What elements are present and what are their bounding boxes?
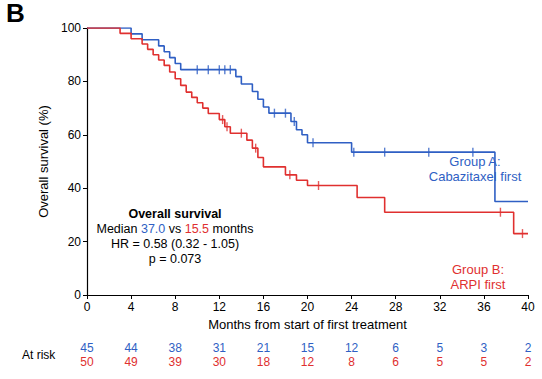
svg-text:Median: Median — [96, 222, 140, 236]
svg-text:2: 2 — [525, 341, 532, 355]
svg-text:40: 40 — [68, 181, 82, 195]
svg-text:30: 30 — [213, 355, 227, 369]
svg-text:Overall survival (%): Overall survival (%) — [36, 105, 51, 218]
svg-text:2: 2 — [525, 355, 532, 369]
svg-text:Group A:: Group A: — [449, 154, 500, 169]
svg-text:38: 38 — [169, 341, 183, 355]
svg-text:4: 4 — [128, 300, 135, 314]
svg-text:32: 32 — [433, 300, 447, 314]
svg-text:8: 8 — [172, 300, 179, 314]
svg-text:20: 20 — [68, 235, 82, 249]
svg-text:12: 12 — [345, 341, 359, 355]
svg-text:39: 39 — [169, 355, 183, 369]
svg-text:Months from start of first tre: Months from start of first treatment — [208, 317, 407, 332]
svg-text:p = 0.073: p = 0.073 — [149, 252, 202, 266]
svg-text:16: 16 — [257, 300, 271, 314]
svg-text:100: 100 — [61, 21, 81, 35]
svg-text:50: 50 — [80, 355, 94, 369]
svg-text:40: 40 — [521, 300, 535, 314]
svg-text:12: 12 — [301, 355, 315, 369]
svg-text:8: 8 — [348, 355, 355, 369]
svg-text:6: 6 — [392, 355, 399, 369]
svg-text:60: 60 — [68, 128, 82, 142]
svg-text:6: 6 — [392, 341, 399, 355]
svg-text:0: 0 — [84, 300, 91, 314]
svg-text:Cabazitaxel first: Cabazitaxel first — [429, 169, 522, 184]
svg-text:vs: vs — [165, 222, 184, 236]
svg-text:20: 20 — [301, 300, 315, 314]
svg-text:5: 5 — [481, 355, 488, 369]
svg-text:12: 12 — [213, 300, 227, 314]
svg-text:49: 49 — [124, 355, 138, 369]
svg-text:5: 5 — [436, 355, 443, 369]
svg-text:31: 31 — [213, 341, 227, 355]
svg-text:36: 36 — [477, 300, 491, 314]
svg-text:ARPI first: ARPI first — [451, 277, 506, 292]
svg-text:Overall survival: Overall survival — [128, 207, 221, 221]
svg-text:80: 80 — [68, 74, 82, 88]
svg-text:28: 28 — [389, 300, 403, 314]
svg-text:B: B — [6, 0, 25, 28]
svg-text:18: 18 — [257, 355, 271, 369]
svg-text:44: 44 — [124, 341, 138, 355]
svg-text:15: 15 — [301, 341, 315, 355]
svg-text:3: 3 — [481, 341, 488, 355]
svg-text:Group B:: Group B: — [452, 262, 504, 277]
svg-text:HR = 0.58 (0.32 - 1.05): HR = 0.58 (0.32 - 1.05) — [111, 237, 239, 251]
svg-text:45: 45 — [80, 341, 94, 355]
svg-text:24: 24 — [345, 300, 359, 314]
svg-text:37.0: 37.0 — [141, 222, 165, 236]
svg-text:21: 21 — [257, 341, 271, 355]
svg-text:At risk: At risk — [22, 348, 56, 362]
svg-text:15.5: 15.5 — [185, 222, 209, 236]
svg-text:0: 0 — [74, 288, 81, 302]
svg-text:months: months — [209, 222, 253, 236]
svg-text:5: 5 — [436, 341, 443, 355]
